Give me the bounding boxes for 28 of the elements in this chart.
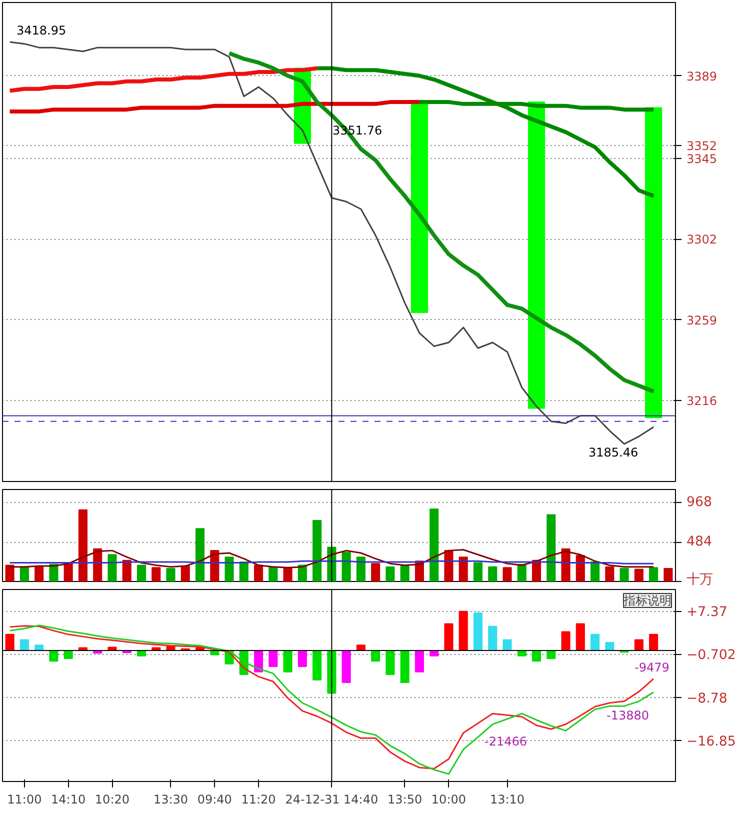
y-tick-label: 3216 xyxy=(686,394,718,408)
y-tick-label: +7.37 xyxy=(686,605,728,620)
x-tick-label: 09:40 xyxy=(197,792,232,806)
y-tick-label: 3345 xyxy=(686,152,718,166)
y-tick-label: 968 xyxy=(686,495,712,510)
x-tick-label: 13:10 xyxy=(490,792,525,806)
annotation: -21466 xyxy=(484,734,528,748)
x-tick-label: 13:30 xyxy=(153,792,188,806)
x-tick-label: 14:10 xyxy=(51,792,86,806)
x-tick-label: 11:20 xyxy=(241,792,276,806)
y-tick-label: 3389 xyxy=(686,69,718,84)
y-tick-label: −8.78 xyxy=(686,691,728,706)
annotation: 3185.46 xyxy=(588,446,638,460)
y-tick-label: 3259 xyxy=(686,313,718,328)
y-tick-label: −0.702 xyxy=(686,648,736,664)
annotation: -9479 xyxy=(634,660,670,674)
y-tick-label: 484 xyxy=(686,534,712,550)
y-tick-label: 3352 xyxy=(686,138,718,153)
annotation: 3418.95 xyxy=(16,24,66,38)
x-tick-label: 13:50 xyxy=(388,792,422,806)
y-tick-label: −16.85 xyxy=(686,734,736,750)
annotation: -13880 xyxy=(606,708,650,722)
x-tick-label: 24-12-31 14:40 xyxy=(285,792,378,806)
x-tick-label: 11:00 xyxy=(7,792,42,806)
y-tick-label: 3302 xyxy=(686,232,718,247)
x-tick-label: 10:20 xyxy=(94,792,130,806)
y-tick-label: 十万 xyxy=(686,572,712,588)
x-tick-label: 10:00 xyxy=(431,792,466,806)
